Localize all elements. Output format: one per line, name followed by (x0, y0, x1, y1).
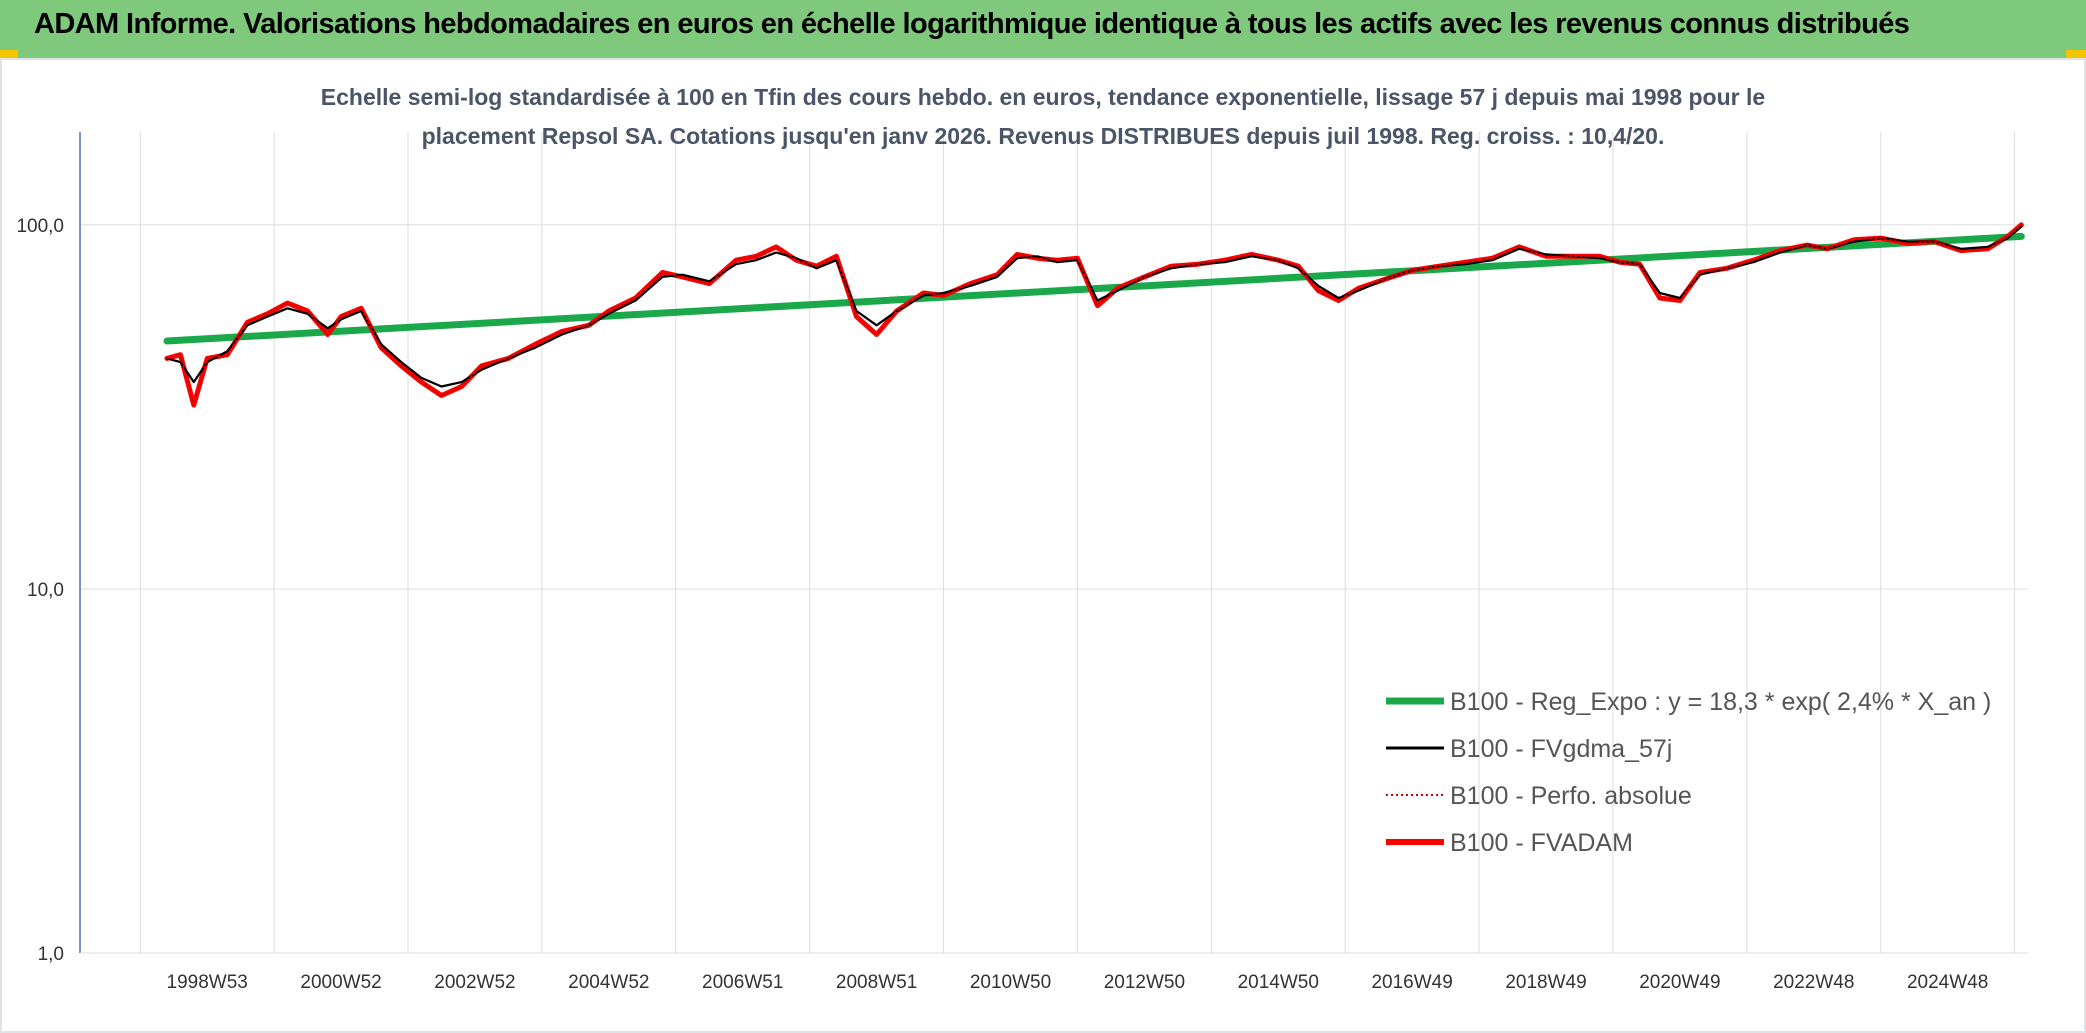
page-title: ADAM Informe. Valorisations hebdomadaire… (34, 8, 1910, 40)
legend: B100 - Reg_Expo : y = 18,3 * exp( 2,4% *… (1386, 688, 1991, 857)
chart-frame: 1,0 10,0 100,0 1998W53 2000W52 2002W52 2004W5… (0, 58, 2086, 1033)
header-banner: ADAM Informe. Valorisations hebdomadaire… (0, 0, 2086, 58)
x-tick-label: 2020W49 (1639, 972, 1720, 993)
x-tick-label: 2010W50 (970, 972, 1051, 993)
chart-canvas: 1,0 10,0 100,0 1998W53 2000W52 2002W52 2004W5… (16, 84, 2028, 993)
y-tick-label: 1,0 (38, 944, 64, 965)
x-tick-label: 2012W50 (1104, 972, 1185, 993)
x-tick-label: 2002W52 (434, 972, 515, 993)
x-tick-label: 2004W52 (568, 972, 649, 993)
y-tick-label: 10,0 (27, 580, 64, 601)
chart-subtitle-line1: Echelle semi-log standardisée à 100 en T… (321, 84, 1765, 110)
legend-label-perfo: B100 - Perfo. absolue (1450, 782, 1692, 810)
x-tick-label: 2018W49 (1505, 972, 1586, 993)
x-tick-label: 2014W50 (1238, 972, 1319, 993)
x-tick-label: 2024W48 (1907, 972, 1988, 993)
chart-subtitle-line2: placement Repsol SA. Cotations jusqu'en … (422, 123, 1665, 149)
legend-label-reg-expo: B100 - Reg_Expo : y = 18,3 * exp( 2,4% *… (1450, 688, 1991, 716)
y-tick-labels: 1,0 10,0 100,0 (16, 216, 64, 965)
legend-label-fvadam: B100 - FVADAM (1450, 829, 1633, 857)
x-tick-label: 2000W52 (300, 972, 381, 993)
legend-label-fvgdma: B100 - FVgdma_57j (1450, 735, 1672, 763)
x-tick-labels: 1998W53 2000W52 2002W52 2004W52 2006W51 2008W… (167, 972, 1989, 993)
x-tick-label: 2006W51 (702, 972, 783, 993)
y-tick-label: 100,0 (16, 216, 64, 237)
x-tick-label: 2016W49 (1371, 972, 1452, 993)
series-line-reg-expo (163, 232, 2025, 345)
x-tick-label: 1998W53 (167, 972, 248, 993)
series-line-perfo (166, 224, 2023, 406)
corner-accent-right (2066, 50, 2086, 60)
series-layer (163, 222, 2025, 408)
x-tick-label: 2008W51 (836, 972, 917, 993)
corner-accent-left (0, 50, 18, 60)
x-tick-label: 2022W48 (1773, 972, 1854, 993)
